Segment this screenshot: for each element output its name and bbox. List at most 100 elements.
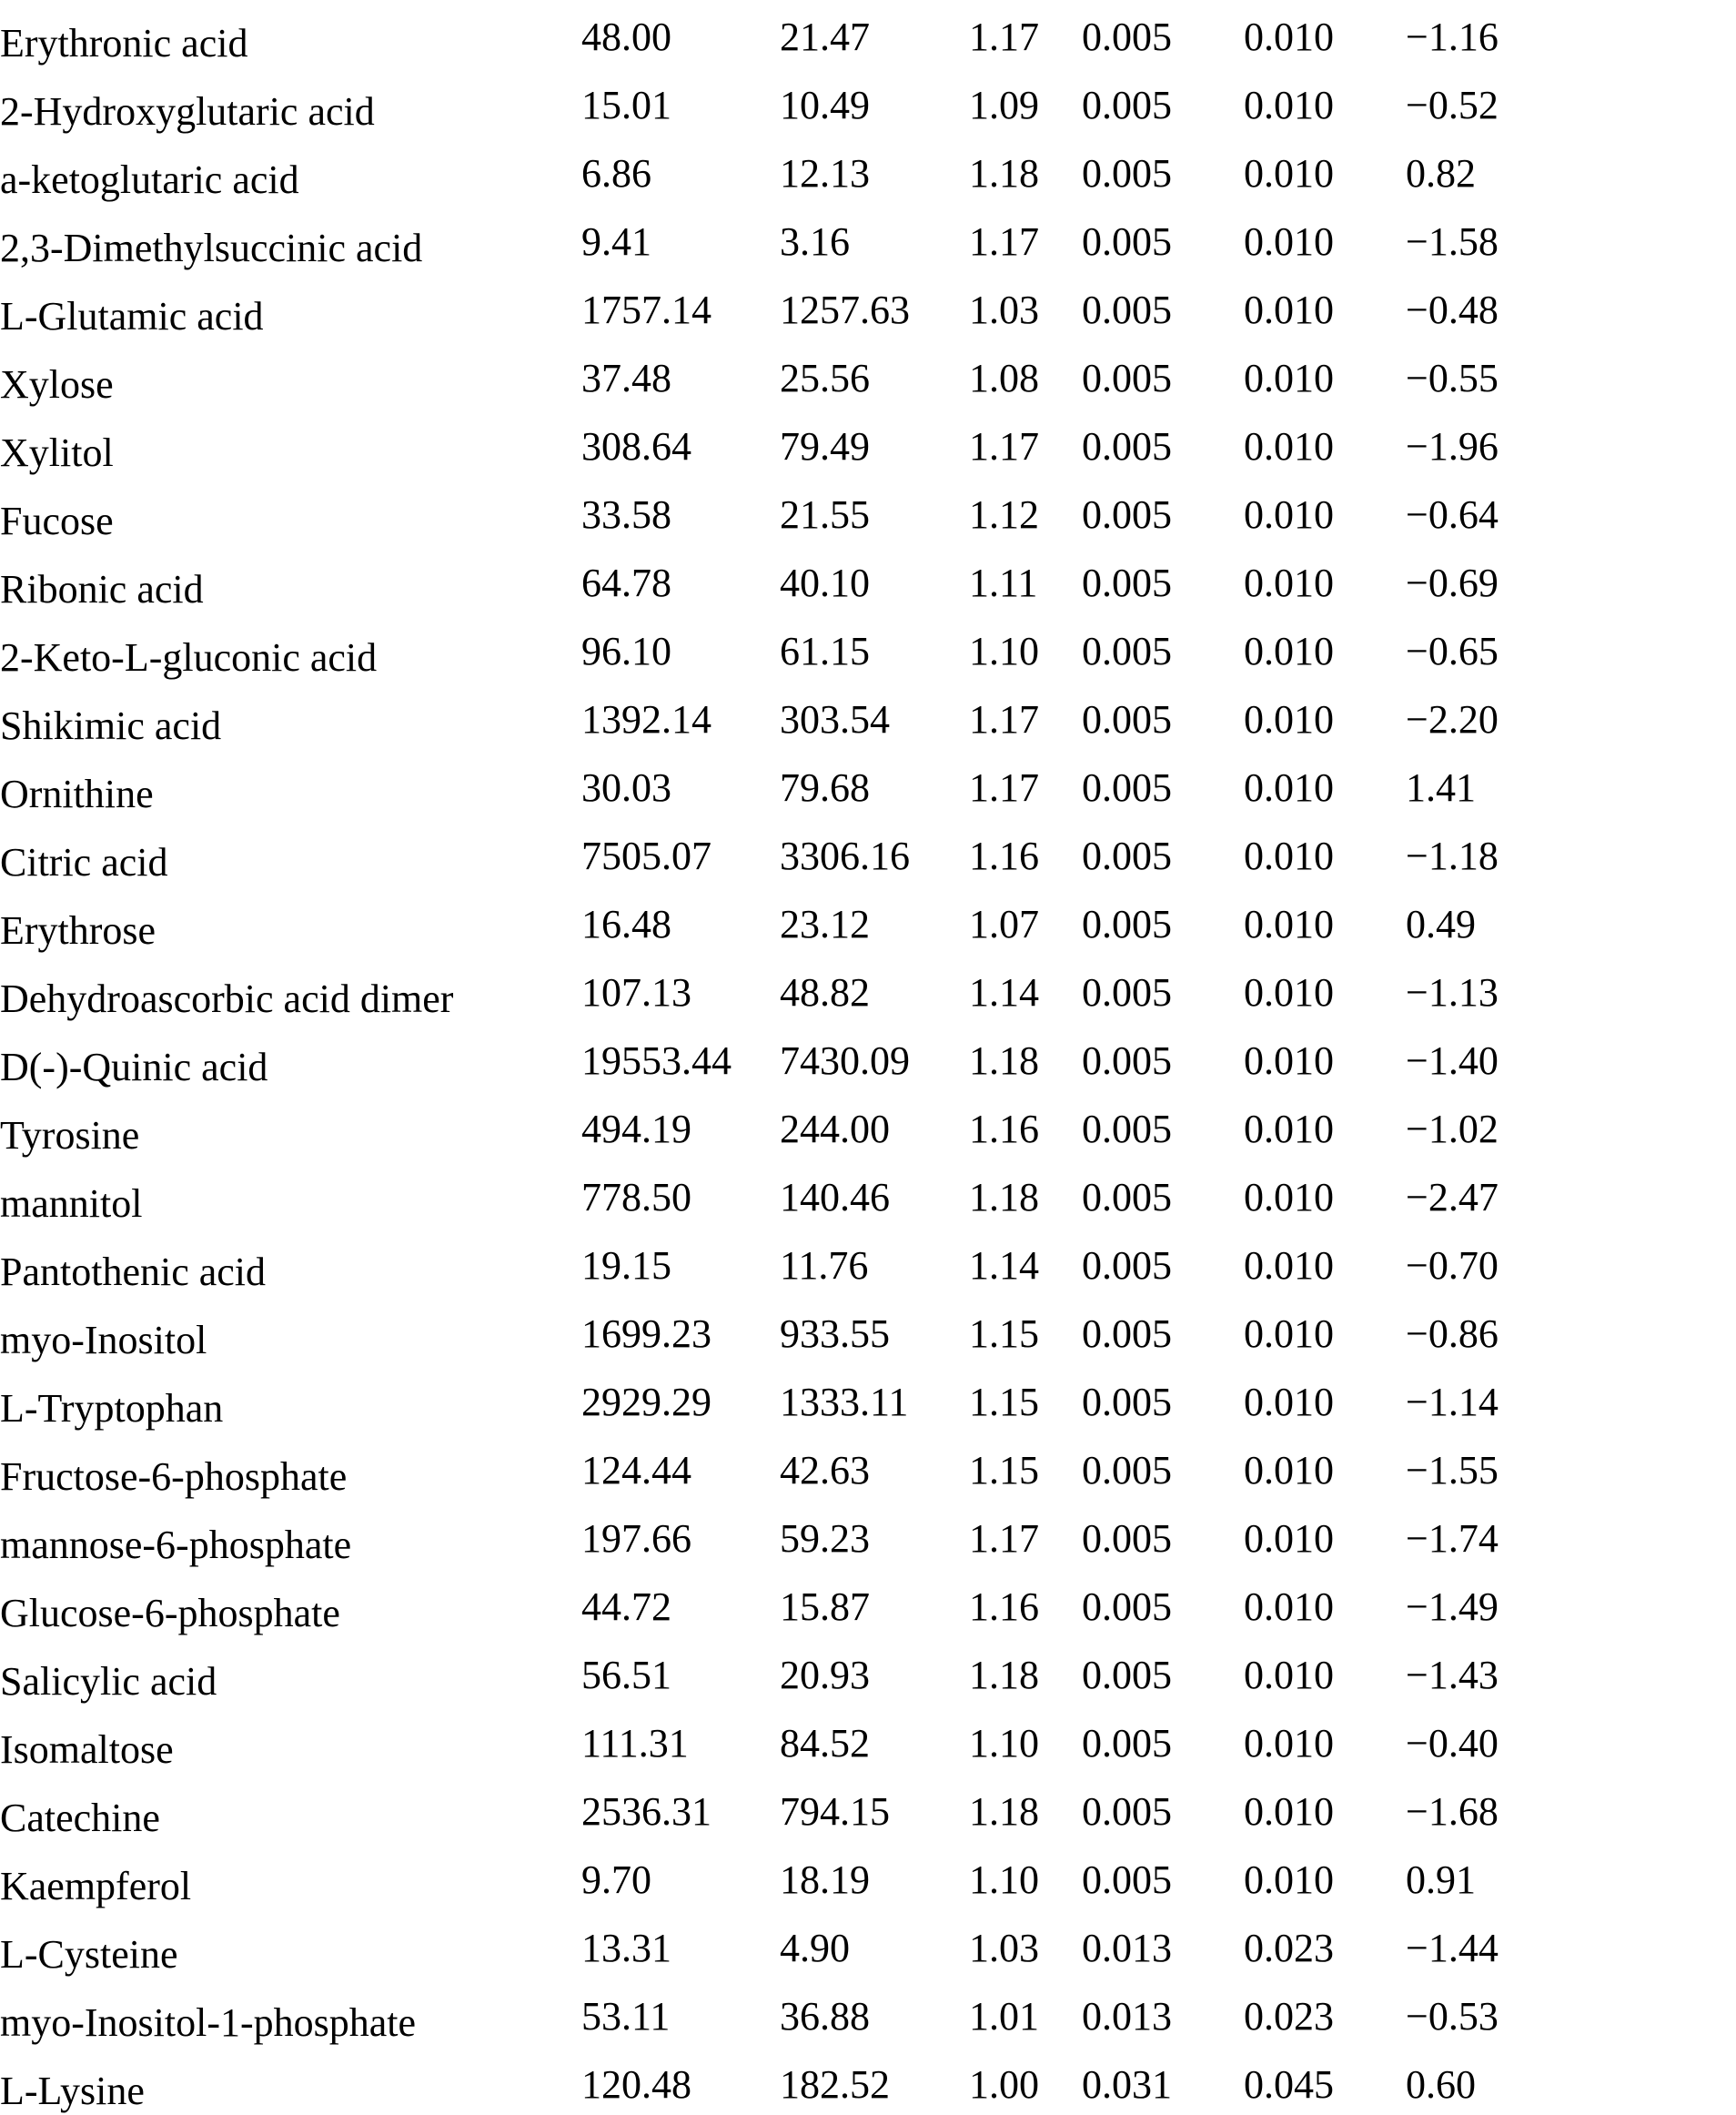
- compound-name: Ribonic acid: [0, 567, 204, 612]
- value-cell: 4.90: [780, 1926, 850, 1970]
- compound-name-cell: Ornithine: [0, 754, 581, 822]
- value-cell: 0.010: [1244, 697, 1334, 742]
- compound-name-cell: Catechine: [0, 1777, 581, 1846]
- value-cell: 1757.14: [581, 288, 712, 332]
- value-cell: 0.010: [1244, 834, 1334, 878]
- value-cell: 25.56: [780, 356, 870, 400]
- compound-name: Glucose-6-phosphate: [0, 1591, 340, 1635]
- compound-name: 2-Keto-L-gluconic acid: [0, 635, 378, 680]
- value-cell: 0.005: [1082, 1584, 1172, 1629]
- value-cell: 0.005: [1082, 83, 1172, 127]
- value-cell: 1.18: [969, 1175, 1039, 1219]
- value-cell: 0.010: [1244, 288, 1334, 332]
- value-cell: 1.16: [969, 1584, 1039, 1629]
- value-cell: 0.005: [1082, 219, 1172, 264]
- value-cell: 6.86: [581, 151, 651, 196]
- value-cell: 0.010: [1244, 561, 1334, 605]
- value-cell: 1.10: [969, 1721, 1039, 1766]
- value-cell: 0.005: [1082, 1653, 1172, 1697]
- value-cell: 0.010: [1244, 1380, 1334, 1424]
- value-cell: 0.005: [1082, 424, 1172, 469]
- value-cell: 1.17: [969, 1516, 1039, 1561]
- value-cell: 1392.14: [581, 697, 712, 742]
- value-cell: 1699.23: [581, 1311, 712, 1356]
- value-cell: 1.17: [969, 219, 1039, 264]
- value-cell: 1333.11: [780, 1380, 909, 1424]
- value-cell: 1257.63: [780, 288, 910, 332]
- value-cell: 0.010: [1244, 1516, 1334, 1561]
- compound-name: D(-)-Quinic acid: [0, 1045, 268, 1089]
- table-row: L-Tryptophan 2929.29 1333.11 1.15 0.005 0.010…: [0, 1368, 1736, 1436]
- value-cell: 11.76: [780, 1243, 869, 1288]
- value-cell: 1.00: [969, 2062, 1039, 2107]
- value-cell: 124.44: [581, 1448, 691, 1493]
- value-cell: −1.58: [1406, 219, 1499, 264]
- value-cell: 0.010: [1244, 1721, 1334, 1766]
- value-cell: 1.17: [969, 765, 1039, 810]
- table-row: D(-)-Quinic acid 19553.44 7430.09 1.18 0.005…: [0, 1027, 1736, 1095]
- value-cell: −0.55: [1406, 356, 1499, 400]
- value-cell: 0.010: [1244, 1038, 1334, 1083]
- value-cell: 1.09: [969, 83, 1039, 127]
- table-row: 2-Keto-L-gluconic acid 96.10 61.15 1.10 0.00…: [0, 617, 1736, 685]
- value-cell: 0.005: [1082, 629, 1172, 673]
- compound-name-cell: Fructose-6-phosphate: [0, 1436, 581, 1504]
- compound-name-cell: Erythrose: [0, 890, 581, 958]
- compound-name: mannose-6-phosphate: [0, 1523, 352, 1567]
- value-cell: −2.20: [1406, 697, 1499, 742]
- value-cell: 0.045: [1244, 2062, 1334, 2107]
- value-cell: 1.10: [969, 629, 1039, 673]
- compound-name: a-ketoglutaric acid: [0, 157, 299, 202]
- value-cell: 140.46: [780, 1175, 890, 1219]
- value-cell: 48.00: [581, 15, 671, 59]
- compound-name: Citric acid: [0, 840, 168, 885]
- value-cell: 244.00: [780, 1107, 890, 1151]
- value-cell: 0.82: [1406, 151, 1476, 196]
- compound-name: Ornithine: [0, 772, 154, 816]
- value-cell: −1.16: [1406, 15, 1499, 59]
- value-cell: 303.54: [780, 697, 890, 742]
- table-row: Isomaltose 111.31 84.52 1.10 0.005 0.010 −0.40: [0, 1709, 1736, 1777]
- value-cell: 1.03: [969, 1926, 1039, 1970]
- compound-name: L-Lysine: [0, 2069, 145, 2113]
- table-row: Ribonic acid 64.78 40.10 1.11 0.005 0.010 −0.6…: [0, 549, 1736, 617]
- value-cell: 0.005: [1082, 1038, 1172, 1083]
- table-row: Glucose-6-phosphate 44.72 15.87 1.16 0.005 0.…: [0, 1573, 1736, 1641]
- value-cell: 120.48: [581, 2062, 691, 2107]
- compound-name: L-Cysteine: [0, 1932, 178, 1977]
- value-cell: 0.005: [1082, 1175, 1172, 1219]
- value-cell: −2.47: [1406, 1175, 1499, 1219]
- value-cell: −0.86: [1406, 1311, 1499, 1356]
- compound-name: Erythrose: [0, 908, 156, 953]
- compound-name-cell: Dehydroascorbic acid dimer: [0, 958, 581, 1027]
- compound-name: 2-Hydroxyglutaric acid: [0, 89, 375, 134]
- value-cell: 0.005: [1082, 1107, 1172, 1151]
- value-cell: 15.01: [581, 83, 671, 127]
- value-cell: 44.72: [581, 1584, 671, 1629]
- table-row: Shikimic acid 1392.14 303.54 1.17 0.005 0.010…: [0, 685, 1736, 754]
- value-cell: −1.02: [1406, 1107, 1499, 1151]
- compound-name-cell: Pantothenic acid: [0, 1231, 581, 1300]
- table-row: mannose-6-phosphate 197.66 59.23 1.17 0.005 0…: [0, 1504, 1736, 1573]
- compound-name-cell: Tyrosine: [0, 1095, 581, 1163]
- compound-name: Salicylic acid: [0, 1659, 217, 1704]
- value-cell: 18.19: [780, 1857, 870, 1902]
- value-cell: 23.12: [780, 902, 870, 946]
- value-cell: 1.10: [969, 1857, 1039, 1902]
- value-cell: 0.010: [1244, 1584, 1334, 1629]
- table-row: Pantothenic acid 19.15 11.76 1.14 0.005 0.010…: [0, 1231, 1736, 1300]
- value-cell: 30.03: [581, 765, 671, 810]
- value-cell: −1.96: [1406, 424, 1499, 469]
- compound-name-cell: D(-)-Quinic acid: [0, 1027, 581, 1095]
- value-cell: 1.08: [969, 356, 1039, 400]
- value-cell: 20.93: [780, 1653, 870, 1697]
- value-cell: 0.010: [1244, 1107, 1334, 1151]
- value-cell: 1.15: [969, 1311, 1039, 1356]
- compound-name-cell: Fucose: [0, 481, 581, 549]
- value-cell: 0.005: [1082, 492, 1172, 537]
- value-cell: 79.49: [780, 424, 870, 469]
- compound-name: myo-Inositol: [0, 1318, 207, 1362]
- table-row: L-Cysteine 13.31 4.90 1.03 0.013 0.023 −1.44: [0, 1914, 1736, 1982]
- value-cell: 21.47: [780, 15, 870, 59]
- value-cell: 0.005: [1082, 151, 1172, 196]
